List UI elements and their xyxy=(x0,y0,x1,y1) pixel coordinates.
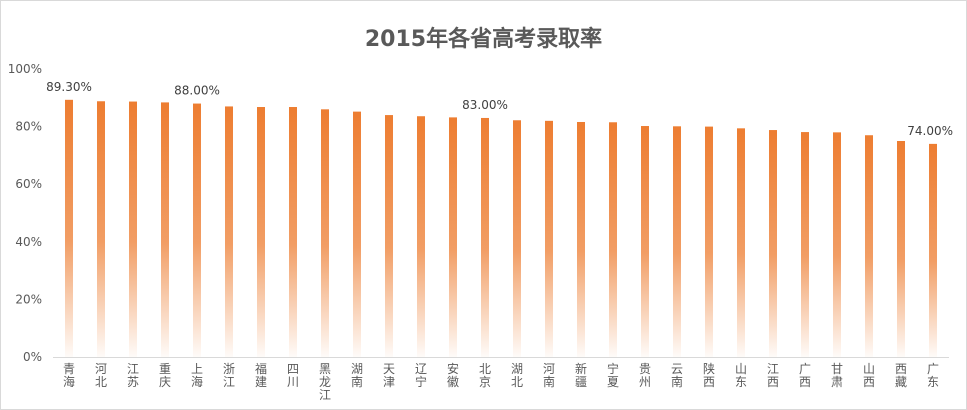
bar xyxy=(129,101,137,357)
x-category-label: 河北 xyxy=(95,362,107,389)
bar xyxy=(513,120,521,357)
x-category-label: 甘肃 xyxy=(831,362,843,389)
y-tick-label: 20% xyxy=(15,292,42,306)
x-category-label: 黑龙江 xyxy=(319,362,331,402)
bar xyxy=(609,122,617,357)
x-category-label: 湖北 xyxy=(511,361,523,389)
x-category-label: 宁夏 xyxy=(607,361,619,389)
x-category-label: 四川 xyxy=(287,362,299,389)
x-category-label: 青海 xyxy=(63,362,75,389)
y-tick-label: 80% xyxy=(15,120,42,134)
bar xyxy=(833,132,841,357)
x-category-label: 福建 xyxy=(255,361,267,389)
x-category-label: 浙江 xyxy=(223,362,235,389)
bar xyxy=(929,143,937,357)
bar xyxy=(801,132,809,357)
x-category-label: 新疆 xyxy=(575,361,587,389)
bar xyxy=(769,130,777,357)
bar xyxy=(353,111,361,358)
bar xyxy=(705,126,713,357)
y-tick-label: 100% xyxy=(8,62,42,76)
x-category-label: 河南 xyxy=(543,362,555,389)
y-tick-label: 60% xyxy=(15,177,42,191)
bar xyxy=(385,115,393,357)
bar xyxy=(193,103,201,357)
bar xyxy=(897,141,905,357)
x-category-label: 西藏 xyxy=(895,362,907,389)
bar xyxy=(481,117,489,358)
bar xyxy=(737,128,745,357)
data-label: 74.00% xyxy=(907,124,953,138)
x-category-label: 安徽 xyxy=(447,361,459,389)
bar xyxy=(321,109,329,357)
bar xyxy=(641,126,649,357)
bar xyxy=(161,102,169,358)
x-category-label: 云南 xyxy=(671,362,683,389)
bar xyxy=(257,107,265,358)
data-label: 89.30% xyxy=(46,80,92,94)
x-category-label: 辽宁 xyxy=(415,362,427,389)
data-label: 88.00% xyxy=(174,84,220,98)
bar xyxy=(673,126,681,357)
x-category-label: 陕西 xyxy=(703,361,715,389)
x-category-label: 山东 xyxy=(735,362,747,389)
x-category-label: 北京 xyxy=(479,362,491,389)
y-axis: 0% 20% 40% 60% 80% 100% xyxy=(8,62,949,364)
bar xyxy=(865,135,873,357)
bars xyxy=(65,99,937,358)
x-category-label: 天津 xyxy=(383,362,395,389)
data-labels: 89.30% 88.00% 83.00% 74.00% xyxy=(46,80,953,138)
chart-title: 2015年各省高考录取率 xyxy=(364,27,603,52)
y-tick-label: 40% xyxy=(15,235,42,249)
x-category-label: 江苏 xyxy=(127,362,139,389)
data-label: 83.00% xyxy=(462,98,508,112)
bar xyxy=(225,106,233,357)
bar xyxy=(65,99,73,357)
bar xyxy=(417,116,425,358)
x-category-label: 山西 xyxy=(863,362,875,389)
bar xyxy=(545,120,553,357)
bar xyxy=(577,121,585,357)
x-category-label: 上海 xyxy=(191,362,203,389)
x-category-label: 重庆 xyxy=(159,362,171,389)
bar xyxy=(97,101,105,357)
bar xyxy=(449,117,457,357)
bar xyxy=(289,107,297,358)
x-category-label: 广东 xyxy=(927,362,939,389)
x-category-label: 贵州 xyxy=(639,362,651,389)
x-category-label: 江西 xyxy=(767,362,779,389)
x-category-label: 广西 xyxy=(799,362,811,389)
x-category-label: 湖南 xyxy=(351,361,363,389)
y-tick-label: 0% xyxy=(23,350,42,364)
